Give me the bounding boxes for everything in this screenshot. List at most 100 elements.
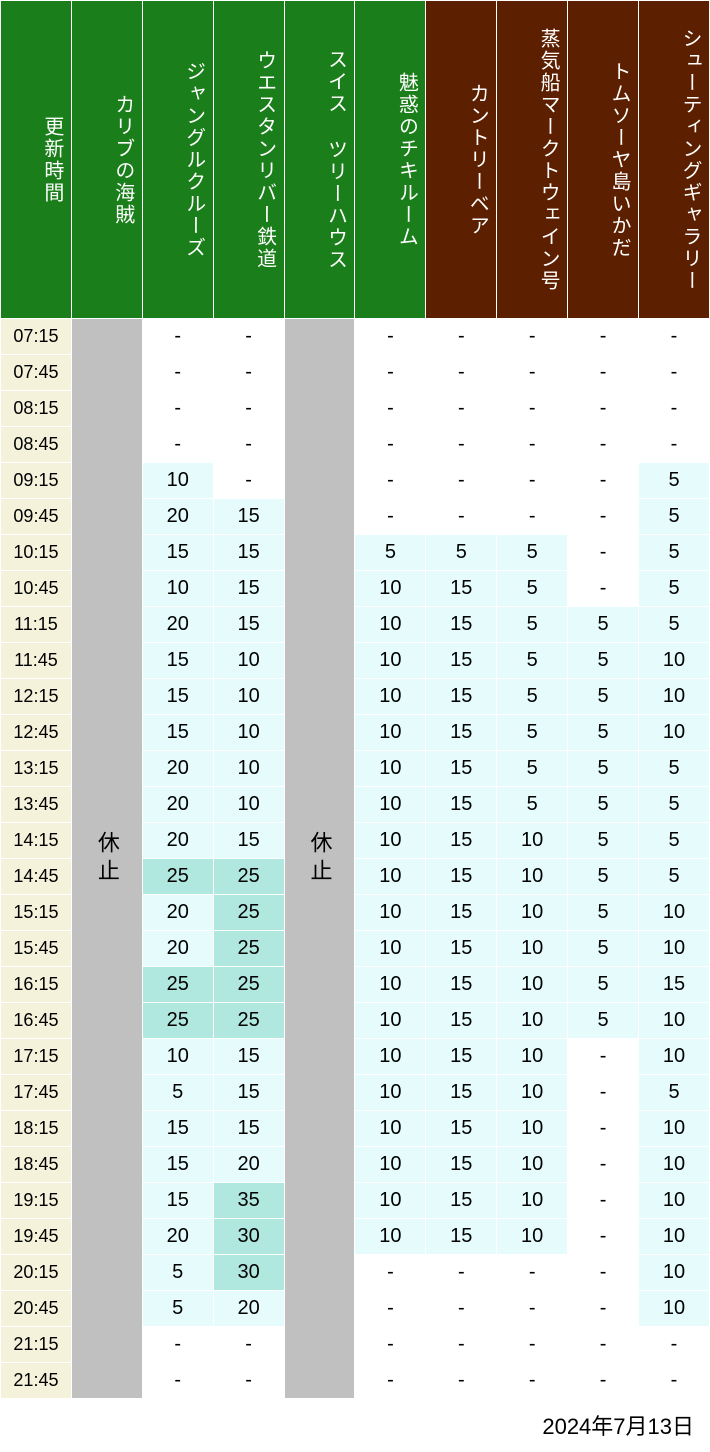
data-cell: 15 [142,1183,213,1219]
data-cell: - [497,319,568,355]
data-cell: 5 [568,1003,639,1039]
time-cell: 11:45 [1,643,72,679]
data-cell: 10 [355,1111,426,1147]
header-c8: トムソーヤ島いかだ [568,1,639,319]
data-cell: 10 [355,679,426,715]
time-cell: 13:15 [1,751,72,787]
data-cell: 5 [142,1075,213,1111]
data-cell: 10 [355,1219,426,1255]
time-cell: 14:15 [1,823,72,859]
data-cell: - [213,355,284,391]
data-cell: 25 [213,895,284,931]
data-cell: - [213,391,284,427]
time-cell: 09:45 [1,499,72,535]
data-cell: 10 [497,1111,568,1147]
data-cell: 15 [426,931,497,967]
time-cell: 12:45 [1,715,72,751]
data-cell: 25 [213,967,284,1003]
data-cell: 15 [426,679,497,715]
data-cell: - [568,1075,639,1111]
data-cell: 20 [142,895,213,931]
data-cell: 10 [497,895,568,931]
data-cell: - [568,1039,639,1075]
data-cell: 15 [213,1039,284,1075]
data-cell: - [426,463,497,499]
data-cell: - [355,1363,426,1399]
time-cell: 15:15 [1,895,72,931]
time-cell: 16:15 [1,967,72,1003]
time-cell: 21:45 [1,1363,72,1399]
data-cell: 10 [355,859,426,895]
data-cell: 5 [639,607,710,643]
data-cell: 15 [426,1111,497,1147]
data-cell: 10 [639,1291,710,1327]
data-cell: 5 [568,931,639,967]
data-cell: 10 [639,931,710,967]
data-cell: - [568,1327,639,1363]
data-cell: 10 [639,1003,710,1039]
data-cell: 5 [568,859,639,895]
data-cell: 10 [355,571,426,607]
data-cell: - [426,355,497,391]
time-cell: 17:15 [1,1039,72,1075]
time-cell: 15:45 [1,931,72,967]
time-cell: 20:15 [1,1255,72,1291]
data-cell: 15 [426,1003,497,1039]
data-cell: 10 [213,679,284,715]
data-cell: 10 [355,1147,426,1183]
data-cell: 10 [355,931,426,967]
data-cell: 5 [497,643,568,679]
header-c9: シューティングギャラリー [639,1,710,319]
time-cell: 08:15 [1,391,72,427]
table-row: 07:15休止--休止----- [1,319,710,355]
data-cell: 5 [639,499,710,535]
data-cell: - [497,1327,568,1363]
data-cell: 5 [639,823,710,859]
data-cell: 10 [497,1147,568,1183]
data-cell: 15 [213,571,284,607]
data-cell: 5 [497,787,568,823]
data-cell: - [213,463,284,499]
data-cell: 10 [639,1183,710,1219]
data-cell: 5 [568,607,639,643]
data-cell: - [497,391,568,427]
header-c4: スイス ツリーハウス [284,1,355,319]
time-cell: 19:45 [1,1219,72,1255]
data-cell: 10 [355,1075,426,1111]
data-cell: 25 [142,859,213,895]
time-cell: 07:15 [1,319,72,355]
data-cell: - [568,535,639,571]
data-cell: - [639,319,710,355]
data-cell: - [355,391,426,427]
header-c1: カリブの海賊 [71,1,142,319]
data-cell: 10 [355,823,426,859]
data-cell: 10 [355,787,426,823]
data-cell: 10 [639,679,710,715]
data-cell: - [426,319,497,355]
data-cell: 5 [639,571,710,607]
data-cell: 15 [213,1075,284,1111]
data-cell: 5 [142,1291,213,1327]
data-cell: 5 [568,715,639,751]
data-cell: - [213,427,284,463]
data-cell: 10 [213,715,284,751]
data-cell: - [568,1147,639,1183]
data-cell: - [497,1255,568,1291]
header-time: 更新時間 [1,1,72,319]
time-cell: 18:15 [1,1111,72,1147]
data-cell: 25 [142,1003,213,1039]
data-cell: 15 [426,751,497,787]
data-cell: 5 [426,535,497,571]
data-cell: 5 [355,535,426,571]
data-cell: 15 [426,1075,497,1111]
time-cell: 10:15 [1,535,72,571]
data-cell: 15 [426,1039,497,1075]
data-cell: - [568,319,639,355]
date-label: 2024年7月13日 [0,1399,710,1447]
data-cell: 5 [568,823,639,859]
data-cell: 10 [497,1039,568,1075]
data-cell: 10 [639,895,710,931]
data-cell: 10 [355,895,426,931]
closed-cell-c4: 休止 [284,319,355,1399]
data-cell: 5 [497,607,568,643]
